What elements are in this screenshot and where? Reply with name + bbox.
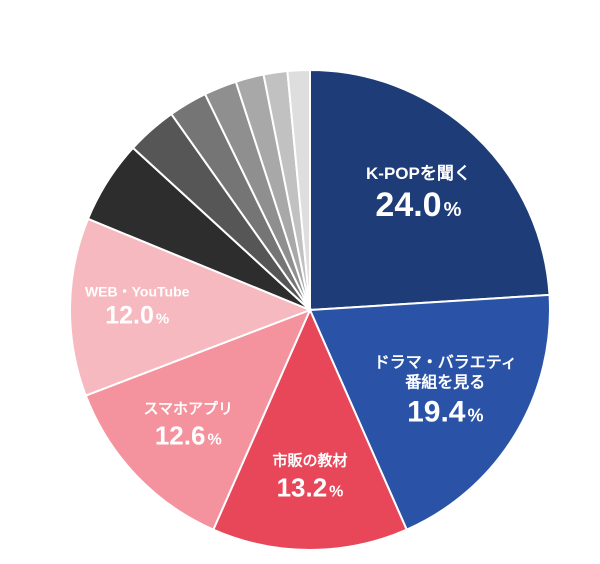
pie-slice — [310, 70, 550, 310]
pie-chart: K-POPを聞く24.0%ドラマ・バラエティ番組を見る19.4%市販の教材13.… — [0, 0, 600, 564]
pie-svg — [0, 0, 600, 564]
